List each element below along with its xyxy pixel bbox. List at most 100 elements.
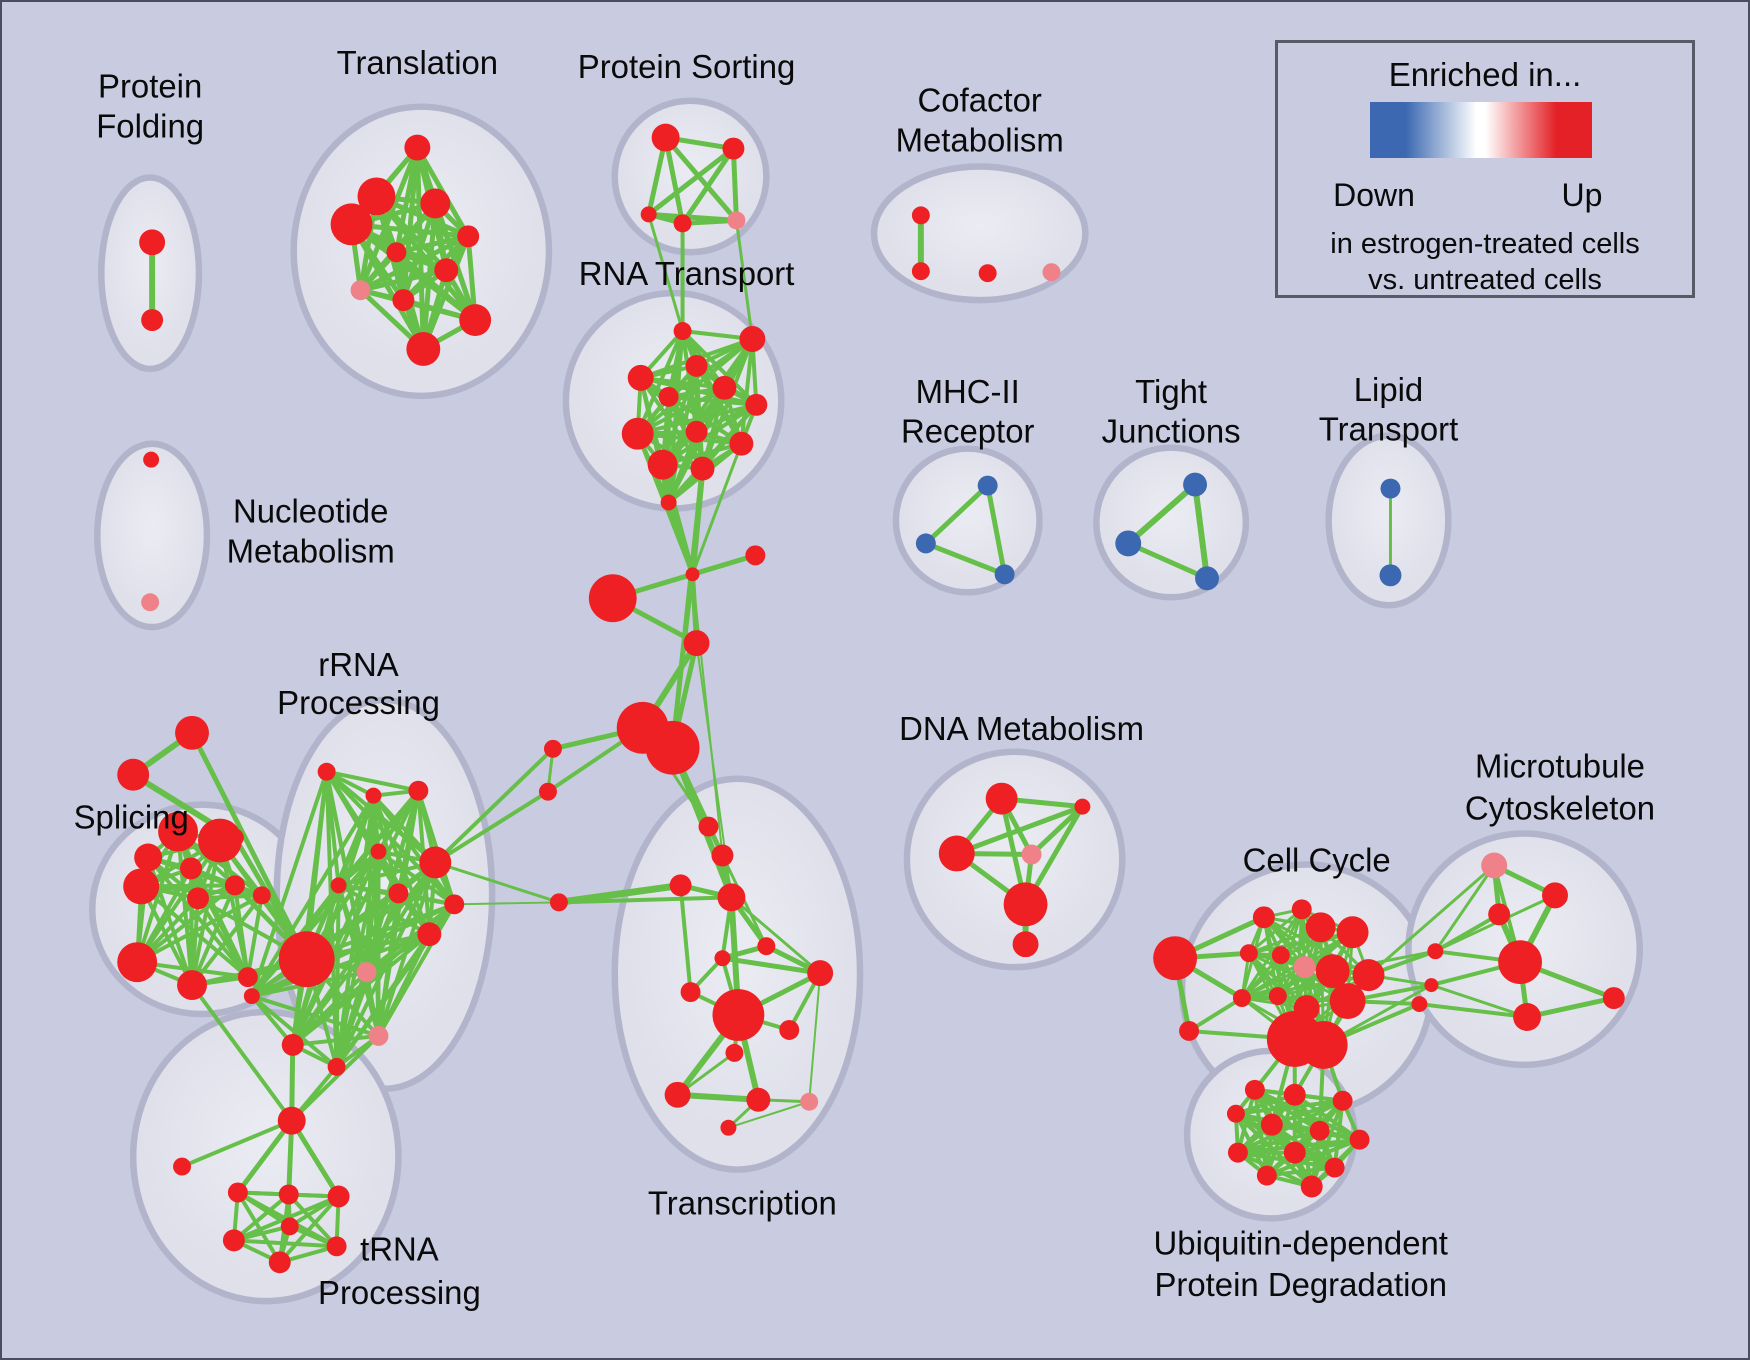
- node-tn6: [222, 1229, 245, 1252]
- edge-x3-x7: [678, 885, 693, 993]
- edge-k1-m1: [1434, 864, 1496, 953]
- edge-ps1-ps4: [663, 137, 686, 224]
- edge-tn1-tn3: [235, 1119, 294, 1194]
- edge-rr14-rr15: [250, 994, 338, 1069]
- edge-s8-s11: [245, 895, 264, 978]
- node-ch1: [685, 567, 700, 582]
- node-cf4: [1042, 263, 1061, 282]
- node-c2: [1179, 1020, 1200, 1041]
- edge-r7-r8: [637, 402, 757, 436]
- edge-mh2-mh3: [924, 541, 1006, 577]
- node-r11: [647, 449, 678, 480]
- node-ps2: [722, 137, 745, 160]
- node-d1: [985, 782, 1018, 815]
- node-r6: [712, 375, 737, 400]
- edge-s6-s11: [196, 897, 250, 979]
- edge-ch1-ch2: [691, 552, 757, 577]
- edge-tj2-tj3: [1127, 541, 1209, 581]
- node-s1: [158, 811, 198, 852]
- cluster-label-ubiquitin-degradation: Ubiquitin-dependent Protein Degradation: [1154, 1224, 1448, 1303]
- edge-ps4-ps5: [682, 217, 737, 226]
- node-c12: [1232, 989, 1251, 1008]
- node-k2: [1424, 978, 1439, 993]
- node-m6: [1602, 987, 1625, 1010]
- node-r7: [745, 393, 768, 416]
- edge-k3-m5: [1419, 1002, 1528, 1019]
- node-t4: [330, 203, 373, 246]
- node-c11: [1352, 959, 1385, 992]
- node-u5: [1260, 1113, 1283, 1136]
- node-ch6: [645, 720, 700, 775]
- legend-subtitle-line1: in estrogen-treated cells: [1330, 228, 1640, 260]
- node-s4: [180, 857, 202, 880]
- edge-t3-t10: [432, 202, 478, 321]
- edge-tj1-tj3: [1192, 484, 1210, 579]
- edge-tj1-tj2: [1126, 482, 1198, 546]
- node-u9: [1283, 1141, 1306, 1164]
- node-s8: [252, 886, 271, 905]
- edge-rr11-rr12: [376, 903, 456, 1037]
- cluster-nucleotide-metabolism: [94, 440, 211, 631]
- edge-tn3-tn8: [236, 1191, 282, 1264]
- node-tn9: [280, 1217, 299, 1236]
- node-m1: [1481, 852, 1508, 879]
- node-x11: [725, 1043, 744, 1062]
- node-mh3: [994, 564, 1015, 585]
- node-r4: [685, 354, 708, 377]
- node-s7: [224, 875, 245, 896]
- node-r1: [673, 322, 692, 341]
- node-pf1: [139, 229, 166, 256]
- node-u10: [1324, 1157, 1345, 1178]
- node-r5: [658, 386, 679, 407]
- cluster-label-protein-sorting: Protein Sorting: [578, 48, 796, 85]
- edge-x12-x13: [677, 1091, 759, 1103]
- edge-u3-u4: [1235, 1098, 1343, 1116]
- edge-x4-x8: [730, 896, 822, 975]
- node-m5: [1513, 1003, 1542, 1031]
- edge-ps5-r2: [734, 220, 754, 340]
- node-t1: [404, 134, 431, 161]
- node-d5: [1003, 882, 1048, 927]
- node-t11: [406, 332, 441, 366]
- node-k1: [1427, 943, 1444, 960]
- node-x13: [746, 1087, 771, 1112]
- edge-k2-m5: [1430, 983, 1528, 1019]
- edge-m5-m6: [1526, 995, 1615, 1020]
- cluster-protein-sorting: [611, 97, 770, 256]
- edge-t5-t6: [395, 233, 469, 255]
- cluster-labels: Protein Folding Translation Protein Sorting…: [74, 44, 1655, 1311]
- edge-ch8-rr5: [434, 789, 550, 865]
- edge-r6-r8: [636, 386, 726, 436]
- edge-mh1-mh3: [985, 485, 1008, 575]
- edge-tn1-tn5: [289, 1119, 341, 1198]
- node-x6: [757, 937, 776, 956]
- edge-s7-s10: [190, 884, 237, 986]
- node-d3: [938, 835, 975, 872]
- node-u6: [1309, 1120, 1330, 1141]
- cluster-label-trna-processing: tRNA Processing: [318, 1230, 481, 1311]
- edge-ps3-r1: [647, 213, 685, 332]
- cluster-label-splicing: Splicing: [74, 799, 189, 836]
- node-d2: [1074, 798, 1091, 815]
- edge-t3-t9: [401, 202, 438, 301]
- edge-c9-c12: [1241, 965, 1306, 1000]
- edge-tn1-tn2: [181, 1118, 293, 1169]
- node-rr5: [419, 846, 452, 879]
- edge-d2-d4: [1029, 804, 1085, 857]
- node-rr7: [388, 883, 409, 904]
- node-mh1: [977, 475, 998, 496]
- node-u12: [1300, 1175, 1323, 1198]
- node-tr2: [117, 758, 150, 791]
- node-rr4: [370, 843, 387, 860]
- edge-rr10-rr15: [251, 932, 430, 998]
- node-rr10: [417, 922, 442, 947]
- edge-rr2-rr15: [250, 794, 376, 998]
- edge-rr1-rr3: [326, 769, 419, 793]
- node-tn8: [268, 1251, 291, 1274]
- node-rr3: [408, 780, 429, 801]
- node-rr15: [243, 988, 260, 1005]
- node-c1: [1153, 936, 1198, 981]
- node-tn5: [327, 1185, 350, 1208]
- node-nm1: [143, 451, 160, 468]
